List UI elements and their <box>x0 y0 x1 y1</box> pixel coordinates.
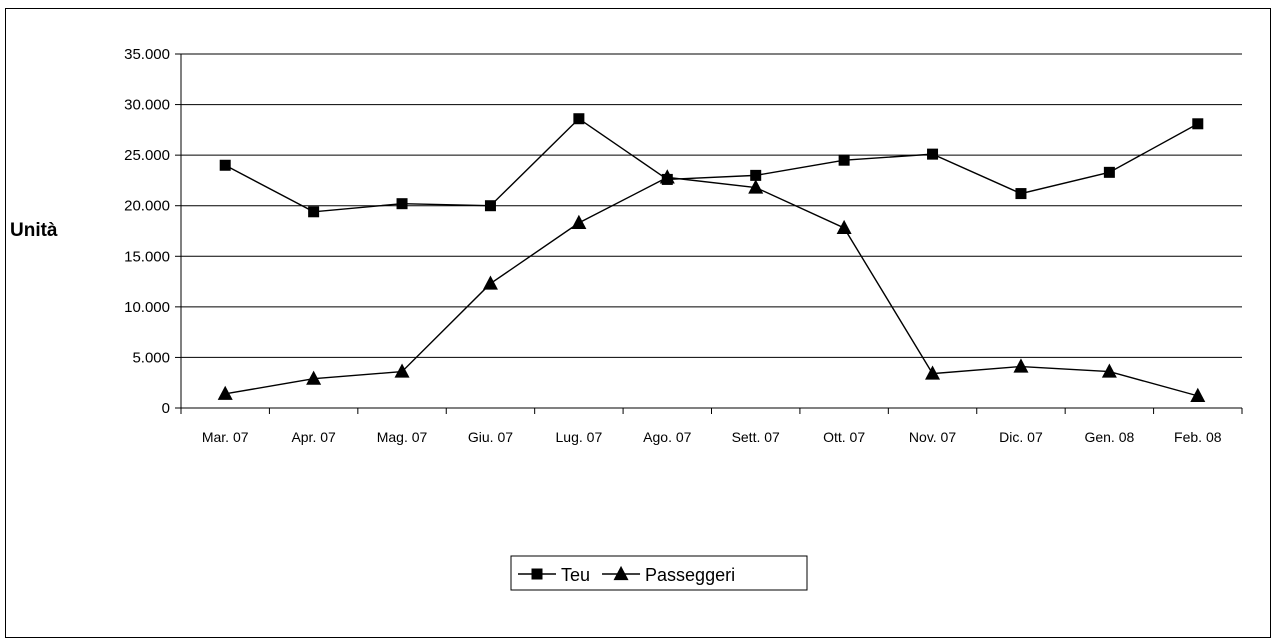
data-point-passeggeri <box>394 363 410 378</box>
x-tick-label: Lug. 07 <box>556 429 603 445</box>
legend: Teu Passeggeri <box>510 555 808 591</box>
y-tick-label: 35.000 <box>124 46 170 63</box>
data-point-passeggeri <box>659 169 675 184</box>
data-point-passeggeri <box>1013 358 1029 373</box>
data-point-teu <box>1103 166 1115 178</box>
data-point-passeggeri <box>306 370 322 385</box>
legend-box <box>510 555 808 591</box>
legend-label: Teu <box>561 565 590 585</box>
y-axis-ticks: 0 5.000 10.000 15.000 20.000 25.000 30.000 35.0… <box>124 46 181 417</box>
x-tick-label: Dic. 07 <box>999 429 1043 445</box>
data-point-teu <box>1015 188 1027 200</box>
series-line-passeggeri <box>225 176 1198 397</box>
data-point-teu <box>219 159 231 171</box>
gridlines <box>181 53 1242 358</box>
y-tick-label: 0 <box>162 400 170 417</box>
y-axis-label: Unità <box>10 220 58 241</box>
x-tick-label: Mag. 07 <box>377 429 428 445</box>
x-tick-label: Ott. 07 <box>823 429 865 445</box>
data-point-teu <box>750 169 762 181</box>
series-passeggeri <box>217 169 1206 402</box>
legend-item-passeggeri: Passeggeri <box>602 565 735 585</box>
data-point-passeggeri <box>1101 363 1117 378</box>
data-point-passeggeri <box>748 179 764 194</box>
y-tick-label: 5.000 <box>132 349 170 366</box>
data-point-passeggeri <box>836 219 852 235</box>
y-tick-label: 10.000 <box>124 299 170 316</box>
data-point-passeggeri <box>482 275 498 290</box>
x-tick-label: Sett. 07 <box>732 429 780 445</box>
data-point-passeggeri <box>1190 387 1206 402</box>
data-point-passeggeri <box>925 365 941 380</box>
data-point-passeggeri <box>217 385 233 400</box>
x-tick-label: Ago. 07 <box>643 429 691 445</box>
y-tick-label: 30.000 <box>124 97 170 114</box>
series-teu <box>219 113 1204 218</box>
data-point-teu <box>484 200 496 212</box>
data-point-teu <box>308 206 320 218</box>
y-tick-label: 25.000 <box>124 147 170 164</box>
legend-item-teu: Teu <box>518 565 590 585</box>
y-tick-label: 15.000 <box>124 248 170 265</box>
data-point-teu <box>927 148 939 160</box>
axes <box>180 54 1242 409</box>
data-point-teu <box>573 113 585 125</box>
data-point-teu <box>396 198 408 210</box>
x-tick-label: Nov. 07 <box>909 429 956 445</box>
legend-label: Passeggeri <box>645 565 735 585</box>
x-tick-label: Mar. 07 <box>202 429 249 445</box>
series-line-teu <box>224 117 1199 213</box>
legend-square-marker <box>531 568 543 580</box>
x-tick-label: Gen. 08 <box>1084 429 1134 445</box>
data-point-passeggeri <box>571 214 587 229</box>
x-tick-label: Apr. 07 <box>291 429 336 445</box>
x-tick-label: Feb. 08 <box>1174 429 1222 445</box>
legend-triangle-marker <box>613 565 629 581</box>
x-axis-ticks: Mar. 07 Apr. 07 Mag. 07 Giu. 07 Lug. 07 Ago. … <box>180 408 1243 445</box>
x-tick-label: Giu. 07 <box>468 429 513 445</box>
y-tick-label: 20.000 <box>124 198 170 215</box>
series-group <box>217 113 1206 402</box>
data-point-teu <box>838 154 850 166</box>
data-point-teu <box>1192 118 1204 130</box>
